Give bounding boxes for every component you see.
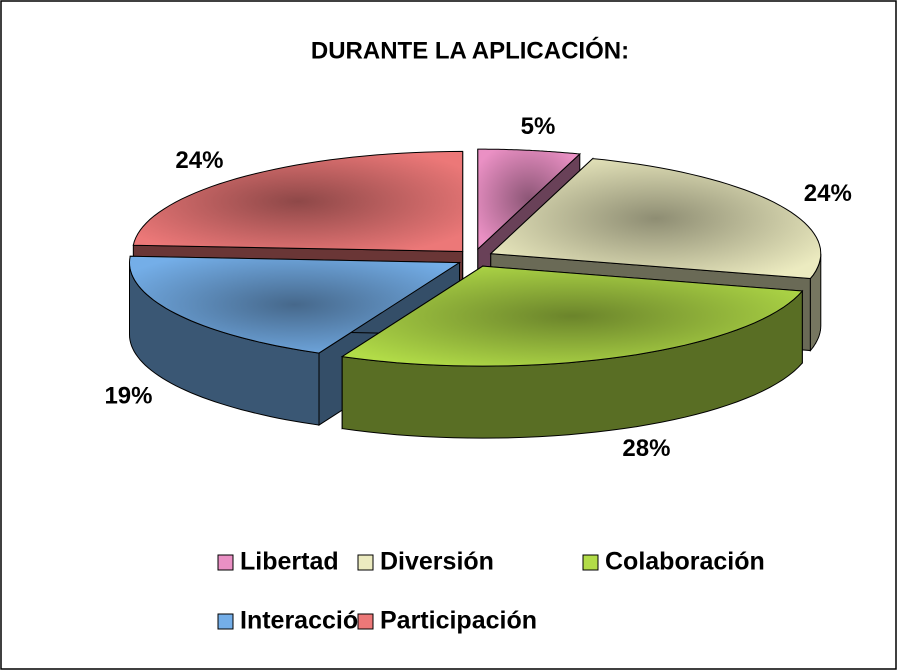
slice <box>340 265 804 367</box>
slice <box>128 255 462 354</box>
data-label: 24% <box>804 180 852 207</box>
data-label: 5% <box>521 113 556 140</box>
legend-label: Libertad <box>240 548 339 576</box>
chart-title: DURANTE LA APLICACIÓN: <box>311 36 629 64</box>
slice <box>477 148 581 251</box>
legend-label: Diversión <box>380 548 494 576</box>
legend-swatch <box>582 554 599 571</box>
data-label: 24% <box>175 147 223 174</box>
legend-swatch <box>217 554 234 571</box>
legend-label: Interacción <box>240 607 373 635</box>
legend-label: Participación <box>380 607 537 635</box>
legend-swatch <box>217 613 234 630</box>
slice <box>132 150 464 252</box>
legend-swatch <box>357 613 374 630</box>
slice <box>489 158 822 280</box>
legend-swatch <box>357 554 374 571</box>
data-label: 19% <box>104 383 152 410</box>
legend-label: Colaboración <box>605 548 765 576</box>
data-label: 28% <box>622 435 670 462</box>
